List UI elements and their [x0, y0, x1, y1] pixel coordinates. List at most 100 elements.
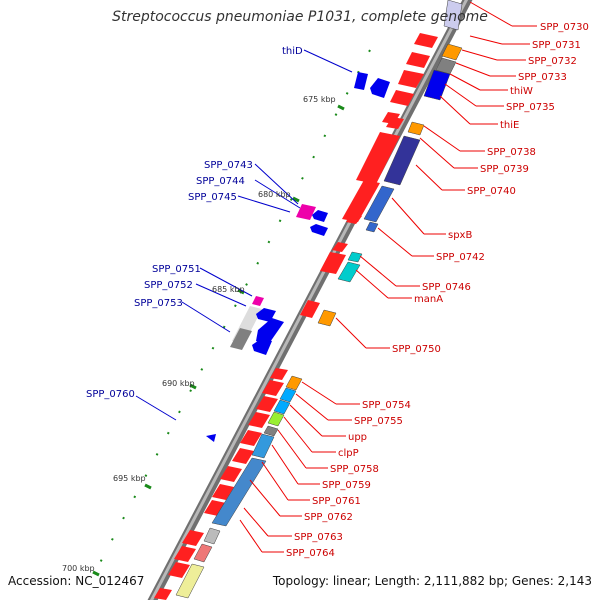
gene-label[interactable]: SPP_0753 — [134, 298, 183, 309]
scale-label: 680 kbp — [258, 190, 291, 199]
gene-cog-box[interactable] — [230, 328, 252, 350]
accession-label: Accession: NC_012467 — [8, 574, 145, 588]
gene-forward[interactable] — [240, 430, 262, 446]
gene-label[interactable]: SPP_0732 — [528, 56, 577, 67]
gene-forward[interactable] — [356, 132, 400, 184]
gene-label[interactable]: SPP_0761 — [312, 496, 361, 507]
gene-forward[interactable] — [256, 396, 278, 412]
gene-forward[interactable] — [204, 500, 226, 516]
gene-cog-box[interactable] — [251, 433, 275, 459]
gene-label[interactable]: clpP — [338, 448, 359, 459]
gene-forward[interactable] — [342, 180, 380, 222]
gene-cog-box[interactable] — [363, 185, 395, 223]
gene-cog-box[interactable] — [407, 121, 425, 136]
gene-forward[interactable] — [300, 300, 320, 318]
gene-label[interactable]: SPP_0751 — [152, 264, 201, 275]
gene-label[interactable]: SPP_0746 — [422, 282, 471, 293]
gene-label[interactable]: SPP_0745 — [188, 192, 237, 203]
gene-cog-box[interactable] — [354, 72, 368, 90]
gene-reverse[interactable] — [256, 308, 276, 322]
gene-label[interactable]: SPP_0739 — [480, 164, 529, 175]
scale-label: 700 kbp — [62, 564, 95, 573]
gene-forward[interactable] — [232, 448, 254, 464]
gene-label[interactable]: SPP_0754 — [362, 400, 411, 411]
gene-cog-box[interactable] — [267, 411, 285, 427]
gene-label[interactable]: SPP_0762 — [304, 512, 353, 523]
gene-label[interactable]: spxB — [448, 230, 472, 241]
gene-label[interactable]: manA — [414, 294, 443, 305]
gene-forward[interactable] — [414, 33, 438, 48]
gene-cog-box[interactable] — [193, 543, 213, 563]
gene-label[interactable]: thiW — [510, 86, 533, 97]
gene-label[interactable]: SPP_0764 — [286, 548, 335, 559]
gene-label[interactable]: SPP_0759 — [322, 480, 371, 491]
gene-reverse[interactable] — [206, 434, 216, 442]
scale-ticks — [92, 104, 345, 577]
gene-label[interactable]: SPP_0742 — [436, 252, 485, 263]
gene-label[interactable]: SPP_0752 — [144, 280, 193, 291]
gene-cog-box[interactable] — [285, 375, 303, 391]
gene-label[interactable]: SPP_0740 — [467, 186, 516, 197]
gene-label[interactable]: SPP_0755 — [354, 416, 403, 427]
gene-cog-box[interactable] — [383, 135, 421, 186]
gene-label[interactable]: SPP_0733 — [518, 72, 567, 83]
gene-label[interactable]: SPP_0758 — [330, 464, 379, 475]
gene-forward[interactable] — [346, 214, 362, 224]
gene-label[interactable]: SPP_0730 — [540, 22, 589, 33]
gene-forward[interactable] — [220, 466, 242, 482]
gene-label[interactable]: SPP_0738 — [487, 147, 536, 158]
gene-cog-box[interactable] — [175, 563, 205, 599]
gene-forward[interactable] — [332, 242, 348, 252]
gene-cog-box[interactable] — [441, 43, 463, 61]
forward-leader-lines — [239, 1, 537, 553]
gene-forward[interactable] — [270, 368, 288, 380]
gene-forward[interactable] — [174, 546, 196, 562]
gene-cog-box[interactable] — [423, 69, 451, 101]
gene-forward[interactable] — [406, 52, 430, 68]
gene-cog-box[interactable] — [203, 527, 221, 545]
gene-label[interactable]: upp — [348, 432, 367, 443]
gene-cog-box[interactable] — [317, 309, 337, 327]
genome-backbone — [147, 0, 473, 600]
gene-label[interactable]: SPP_0744 — [196, 176, 245, 187]
gene-forward[interactable] — [182, 530, 204, 546]
gene-cog-box[interactable] — [273, 399, 291, 415]
scale-label: 675 kbp — [303, 95, 336, 104]
gene-label[interactable]: SPP_0760 — [86, 389, 135, 400]
gene-cog-box[interactable] — [337, 261, 361, 283]
gene-forward[interactable] — [390, 90, 414, 106]
gene-label[interactable]: thiE — [500, 120, 519, 131]
gene-forward[interactable] — [248, 412, 270, 428]
gene-label[interactable]: SPP_0731 — [532, 40, 581, 51]
gene-label[interactable]: SPP_0735 — [506, 102, 555, 113]
gene-cog-box[interactable] — [365, 221, 379, 233]
gene-forward[interactable] — [154, 588, 172, 600]
reverse-leader-lines — [135, 49, 353, 421]
gene-label[interactable]: thiD — [282, 46, 303, 57]
gene-forward[interactable] — [398, 70, 424, 88]
gene-reverse[interactable] — [312, 210, 328, 222]
gene-cog-box[interactable] — [443, 0, 463, 31]
gene-cog-box[interactable] — [296, 204, 316, 220]
gene-forward[interactable] — [212, 484, 234, 500]
gene-reverse[interactable] — [256, 318, 284, 345]
gene-reverse[interactable] — [370, 78, 390, 98]
gene-forward[interactable] — [168, 562, 190, 578]
gene-reverse[interactable] — [252, 338, 272, 355]
gene-cog-box[interactable] — [252, 296, 264, 306]
scale-label: 695 kbp — [113, 474, 146, 483]
gene-forward[interactable] — [262, 380, 284, 396]
gene-cog-box[interactable] — [263, 425, 279, 437]
gene-label[interactable]: SPP_0750 — [392, 344, 441, 355]
gene-cog-box[interactable] — [211, 457, 267, 527]
forward-gene-track — [154, 33, 438, 600]
gene-forward[interactable] — [386, 117, 404, 129]
scale-label: 690 kbp — [162, 379, 195, 388]
gene-cog-box[interactable] — [347, 251, 363, 263]
gene-forward[interactable] — [320, 252, 346, 274]
gene-reverse[interactable] — [310, 224, 328, 236]
gene-label[interactable]: SPP_0763 — [294, 532, 343, 543]
gene-label[interactable]: SPP_0743 — [204, 160, 253, 171]
gene-cog-box[interactable] — [279, 387, 297, 403]
